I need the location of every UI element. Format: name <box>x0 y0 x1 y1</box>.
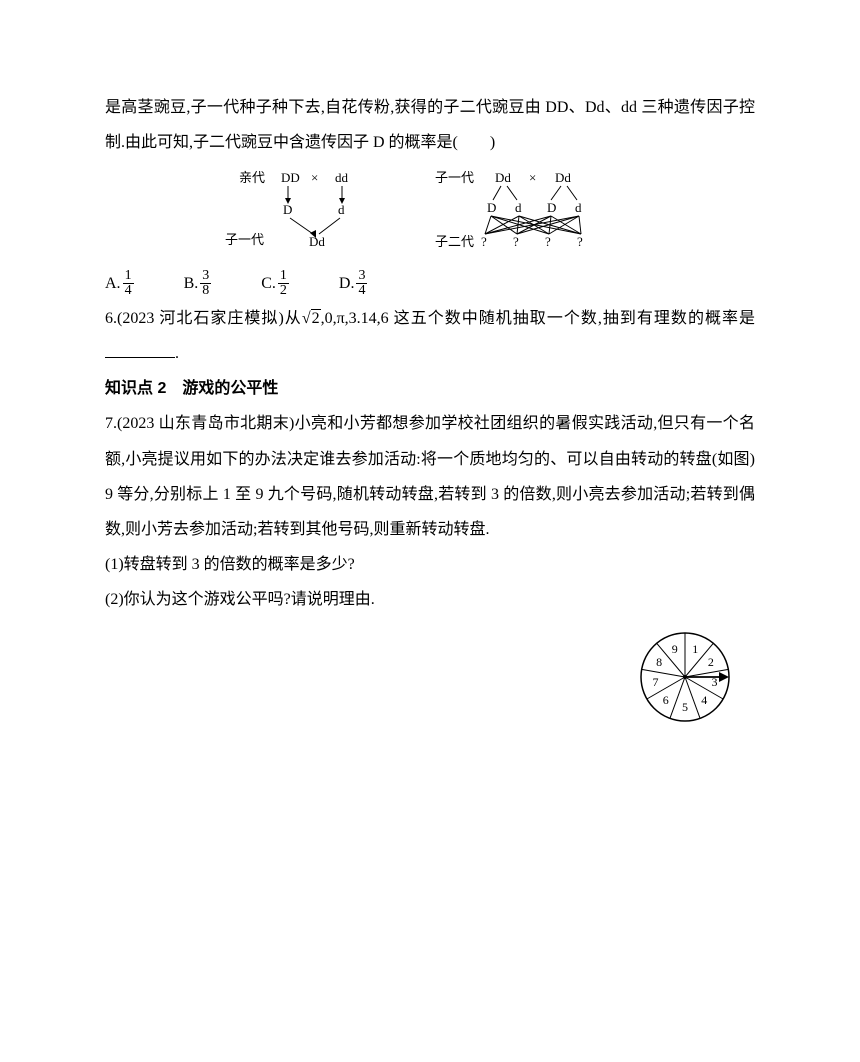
q6-pre: 6.(2023 河北石家庄模拟)从 <box>105 310 302 327</box>
label-parent: 亲代 <box>239 170 265 185</box>
spinner-sector-label: 8 <box>656 655 662 669</box>
paragraph-continued: 是高茎豌豆,子一代种子种下去,自花传粉,获得的子二代豌豆由 DD、Dd、dd 三… <box>105 90 755 160</box>
spinner-sector-label: 5 <box>682 700 688 714</box>
q2: ? <box>513 234 519 248</box>
g-d1: d <box>515 200 522 215</box>
q6-period: . <box>175 345 179 362</box>
dd-lower: dd <box>335 170 349 185</box>
q6-mid: ,0,π,3.14,6 这五个数中随机抽取一个数,抽到有理数的概率是 <box>321 310 755 327</box>
D-den: 4 <box>356 283 367 298</box>
allele-D: D <box>283 202 292 217</box>
knowledge-point-2: 知识点 2 游戏的公平性 <box>105 371 755 406</box>
C-den: 2 <box>278 283 289 298</box>
q7-sub1: (1)转盘转到 3 的倍数的概率是多少? <box>105 547 755 582</box>
label-f2: 子二代 <box>435 234 474 248</box>
option-C[interactable]: C. 12 <box>261 266 289 301</box>
A-den: 4 <box>123 283 134 298</box>
B-den: 8 <box>200 283 211 298</box>
genetics-right-svg: 子一代 Dd × Dd D d D d 子二代 ? <box>435 168 635 248</box>
label-f1: 子一代 <box>225 232 264 247</box>
opt-D-label: D. <box>339 266 355 301</box>
genetics-diagrams: 亲代 DD × dd D d 子一代 Dd 子一代 Dd × Dd D <box>105 168 755 261</box>
Dd2: Dd <box>555 170 571 185</box>
g-d2: d <box>575 200 582 215</box>
option-B[interactable]: B. 38 <box>184 266 212 301</box>
B-num: 3 <box>200 269 211 283</box>
spinner-sector-label: 7 <box>653 676 659 690</box>
spinner-sector-label: 2 <box>708 655 714 669</box>
C-num: 1 <box>278 269 289 283</box>
fill-blank[interactable] <box>105 340 175 358</box>
opt-A-label: A. <box>105 266 121 301</box>
genetics-left-svg: 亲代 DD × dd D d 子一代 Dd <box>225 168 395 248</box>
spinner-sector-label: 4 <box>701 693 707 707</box>
spinner-sector-label: 6 <box>663 693 669 707</box>
g-D2: D <box>547 200 556 215</box>
genetics-left: 亲代 DD × dd D d 子一代 Dd <box>225 168 395 261</box>
spinner-icon: 123456789 <box>635 627 735 727</box>
spinner-sector-label: 9 <box>672 642 678 656</box>
Dd1: Dd <box>495 170 511 185</box>
cross-x: × <box>311 170 318 185</box>
dd-upper: DD <box>281 170 300 185</box>
q6-rad: 2 <box>311 309 321 327</box>
genetics-right: 子一代 Dd × Dd D d D d 子二代 ? <box>435 168 635 261</box>
cross-x2: × <box>529 170 536 185</box>
D-num: 3 <box>356 269 367 283</box>
q5-options: A. 14 B. 38 C. 12 D. 34 <box>105 266 755 301</box>
q7-stem: 7.(2023 山东青岛市北期末)小亮和小芳都想参加学校社团组织的暑假实践活动,… <box>105 406 755 547</box>
allele-d: d <box>338 202 345 217</box>
spinner-sector-label: 1 <box>692 642 698 656</box>
option-A[interactable]: A. 14 <box>105 266 134 301</box>
q7-sub2: (2)你认为这个游戏公平吗?请说明理由. <box>105 582 755 617</box>
label-f1b: 子一代 <box>435 170 474 185</box>
opt-B-label: B. <box>184 266 199 301</box>
q1: ? <box>481 234 487 248</box>
sqrt-icon: 2 <box>302 301 321 336</box>
A-num: 1 <box>123 269 134 283</box>
spinner-container: 123456789 <box>105 627 755 727</box>
q6: 6.(2023 河北石家庄模拟)从 2,0,π,3.14,6 这五个数中随机抽取一… <box>105 301 755 371</box>
q4: ? <box>577 234 583 248</box>
q3: ? <box>545 234 551 248</box>
opt-C-label: C. <box>261 266 276 301</box>
f1-Dd: Dd <box>309 234 325 248</box>
g-D1: D <box>487 200 496 215</box>
option-D[interactable]: D. 34 <box>339 266 368 301</box>
